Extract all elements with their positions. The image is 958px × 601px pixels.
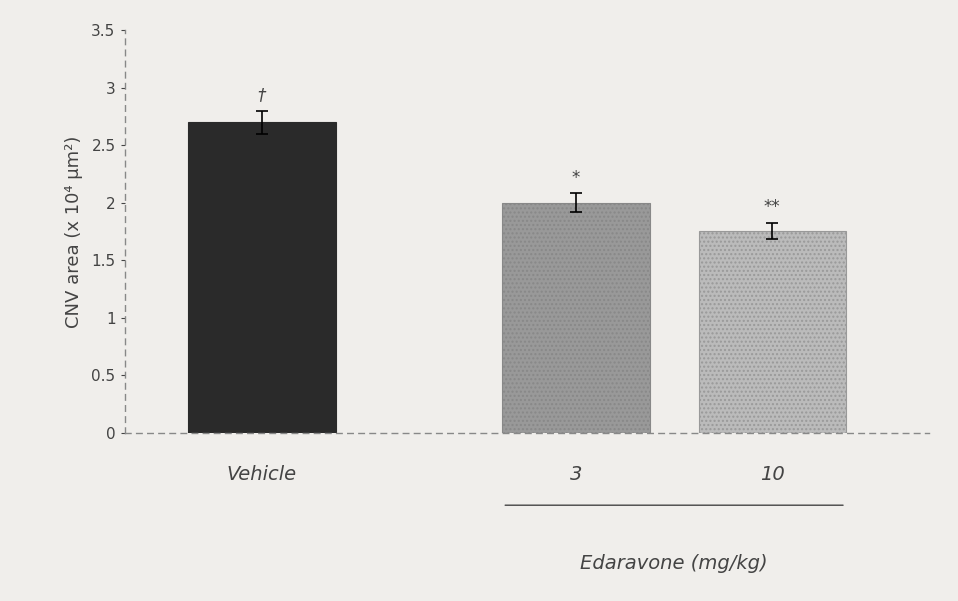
Text: Vehicle: Vehicle: [227, 465, 297, 484]
Text: Edaravone (mg/kg): Edaravone (mg/kg): [581, 554, 768, 573]
Text: 3: 3: [570, 465, 582, 484]
Bar: [698, 231, 846, 433]
Bar: [502, 203, 650, 433]
Y-axis label: CNV area (x 10⁴ μm²): CNV area (x 10⁴ μm²): [65, 135, 83, 328]
Text: *: *: [572, 168, 581, 186]
Text: **: **: [764, 198, 781, 216]
Bar: [189, 122, 335, 433]
Text: 10: 10: [760, 465, 785, 484]
Text: †: †: [258, 86, 266, 104]
